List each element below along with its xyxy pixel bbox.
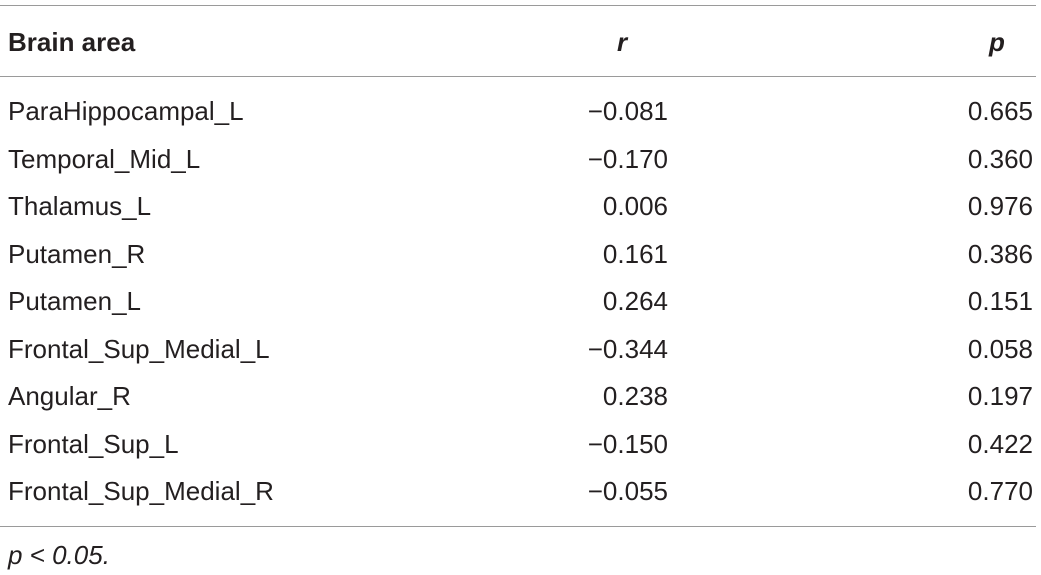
value-cell: 0.161	[602, 238, 668, 269]
header-cell: p	[989, 27, 1005, 57]
value-cell: 0.386	[967, 238, 1033, 269]
value-cell: 0.422	[967, 428, 1033, 459]
value-cell: 0.264	[602, 286, 668, 316]
area-cell: Putamen_R	[8, 238, 146, 269]
area-cell: Frontal_Sup_L	[8, 428, 179, 459]
header-cell: Brain area	[8, 27, 136, 57]
value-cell: 0.151	[967, 286, 1033, 316]
value-cell: −0.344	[587, 333, 668, 364]
area-cell: Putamen_L	[8, 286, 141, 316]
value-cell: 0.006	[602, 191, 668, 221]
header-rule	[0, 76, 1036, 77]
value-cell: −0.170	[587, 143, 668, 174]
value-cell: 0.238	[602, 381, 668, 411]
area-cell: Frontal_Sup_Medial_L	[8, 333, 270, 364]
area-cell: Temporal_Mid_L	[8, 143, 201, 174]
bottom-rule	[0, 526, 1036, 527]
top-rule	[0, 5, 1036, 6]
value-cell: −0.055	[587, 476, 668, 506]
value-cell: −0.081	[587, 96, 668, 126]
value-cell: 0.360	[967, 143, 1033, 174]
area-cell: ParaHippocampal_L	[8, 96, 244, 126]
value-cell: 0.976	[967, 191, 1033, 221]
header-cell: r	[617, 27, 628, 57]
value-cell: 0.058	[967, 333, 1033, 364]
value-cell: 0.197	[967, 381, 1033, 411]
area-cell: Thalamus_L	[8, 191, 152, 221]
area-cell: Frontal_Sup_Medial_R	[8, 476, 274, 506]
area-cell: Angular_R	[8, 381, 131, 411]
value-cell: 0.665	[967, 96, 1033, 126]
value-cell: 0.770	[967, 476, 1033, 506]
value-cell: −0.150	[587, 428, 668, 459]
footnote: p < 0.05.	[8, 540, 110, 570]
